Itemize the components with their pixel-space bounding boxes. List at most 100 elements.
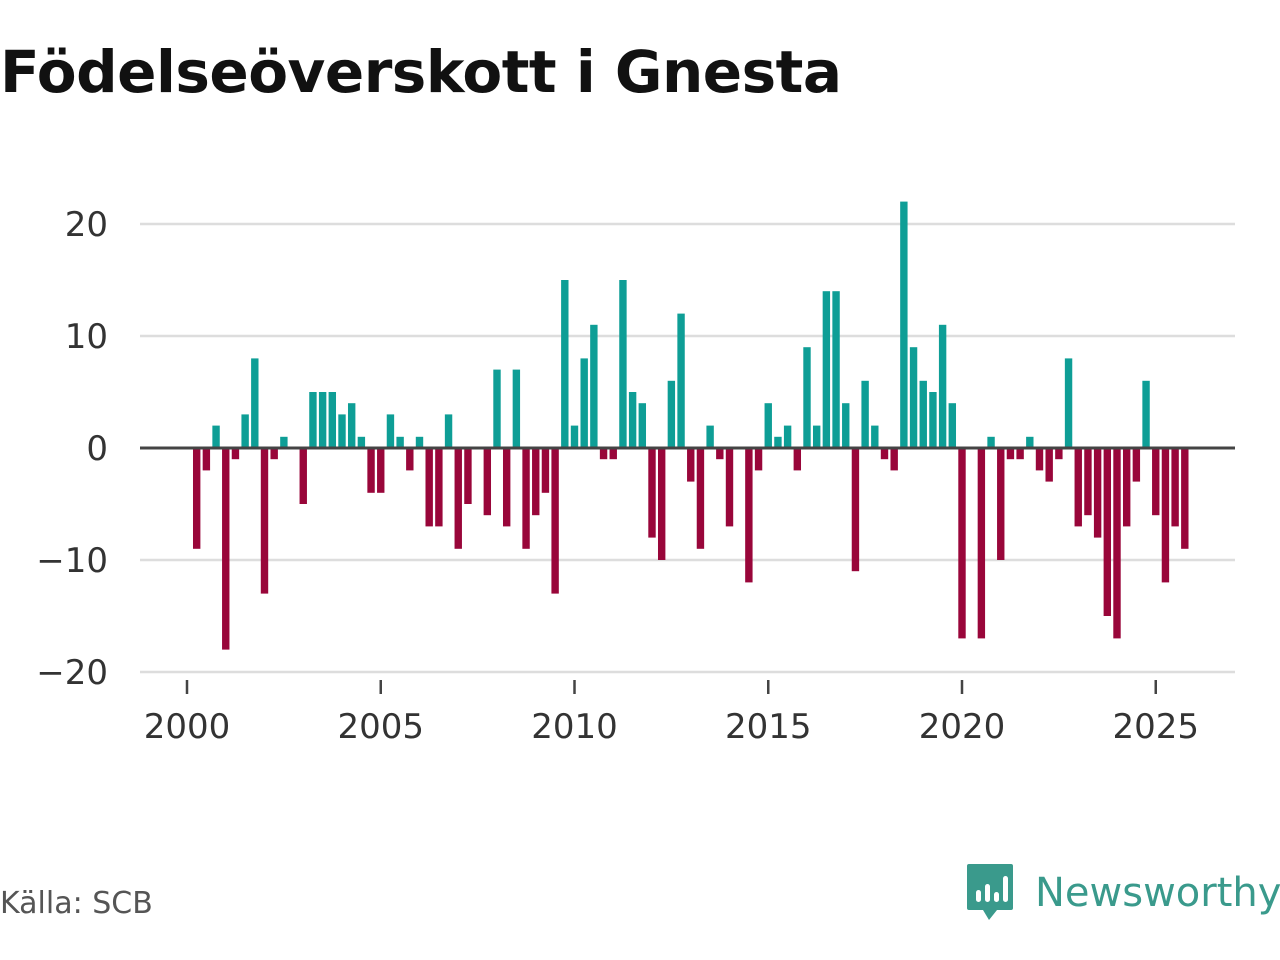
bar-negative: [1181, 448, 1189, 549]
bar-positive: [1026, 436, 1034, 448]
bars: [192, 201, 1189, 650]
bar-positive: [328, 392, 337, 448]
bar-negative: [532, 448, 540, 516]
bar-negative: [1171, 448, 1179, 527]
grid-lines: [140, 222, 1235, 674]
bar-negative: [716, 448, 724, 460]
bar-positive: [909, 347, 918, 448]
bar-negative: [1132, 448, 1141, 482]
bar-negative: [1152, 448, 1160, 516]
x-tick-label: 2000: [144, 707, 231, 747]
bar-negative: [299, 448, 307, 504]
bar-positive: [871, 425, 879, 448]
bar-positive: [357, 436, 366, 448]
bar-positive: [386, 414, 395, 448]
bar-negative: [687, 448, 695, 482]
bar-negative: [997, 448, 1005, 560]
bar-positive: [580, 358, 588, 448]
bar-positive: [938, 324, 947, 448]
bar-negative: [541, 448, 550, 493]
bar-positive: [309, 392, 317, 448]
bar-positive: [948, 403, 957, 448]
bar-negative: [1045, 448, 1053, 482]
bar-negative: [609, 448, 617, 460]
bar-negative: [1084, 448, 1092, 516]
bar-positive: [212, 425, 220, 448]
bar-negative: [1035, 448, 1044, 471]
bar-positive: [812, 425, 821, 448]
bar-negative: [406, 448, 414, 471]
bar-negative: [435, 448, 443, 527]
bar-negative: [745, 448, 753, 583]
x-tick-label: 2025: [1112, 707, 1199, 747]
x-tick-label: 2015: [725, 707, 812, 747]
bar-positive: [619, 280, 627, 448]
bar-positive: [842, 403, 850, 448]
bar-negative: [367, 448, 375, 493]
bar-negative: [522, 448, 530, 549]
bar-positive: [512, 369, 521, 448]
bar-negative: [222, 448, 230, 650]
bar-negative: [725, 448, 734, 527]
y-tick-label: 10: [65, 317, 108, 357]
bar-positive: [347, 403, 356, 448]
bar-positive: [803, 347, 811, 448]
bar-negative: [1093, 448, 1102, 538]
x-tick-label: 2020: [919, 707, 1006, 747]
bar-positive: [444, 414, 453, 448]
bar-positive: [638, 403, 647, 448]
bar-negative: [1016, 448, 1024, 460]
bar-positive: [987, 436, 995, 448]
bar-positive: [832, 291, 840, 448]
bar-positive: [280, 436, 288, 448]
x-tick-label: 2005: [337, 707, 424, 747]
bar-negative: [1161, 448, 1170, 583]
bar-negative: [377, 448, 385, 493]
x-tick-label: 2010: [531, 707, 618, 747]
bar-negative: [1006, 448, 1015, 460]
bar-negative: [890, 448, 898, 471]
bar-negative: [1074, 448, 1082, 527]
bar-positive: [783, 425, 792, 448]
bar-positive: [396, 436, 404, 448]
bar-negative: [648, 448, 656, 538]
bar-negative: [793, 448, 802, 471]
bar-negative: [425, 448, 433, 527]
bar-positive: [1064, 358, 1073, 448]
brand-logo[interactable]: Newsworthy: [965, 862, 1280, 924]
bar-positive: [415, 436, 424, 448]
bar-positive: [590, 324, 598, 448]
bar-negative: [551, 448, 559, 594]
bar-positive: [677, 313, 685, 448]
y-axis: −20 −10 0 10 20: [36, 205, 108, 693]
x-axis: 2000 2005 2010 2015 2020 2025: [144, 680, 1199, 747]
bar-negative: [454, 448, 462, 549]
bar-negative: [502, 448, 511, 527]
bar-positive: [706, 425, 714, 448]
bar-positive: [561, 280, 569, 448]
bar-negative: [657, 448, 666, 560]
bar-positive: [493, 369, 501, 448]
bar-negative: [1122, 448, 1131, 527]
chart-title: Födelseöverskott i Gnesta: [0, 38, 842, 106]
bar-negative: [599, 448, 608, 460]
bar-negative: [977, 448, 986, 639]
y-tick-label: 20: [65, 205, 108, 245]
y-tick-label: −10: [36, 541, 108, 581]
bar-positive: [861, 380, 869, 448]
bar-positive: [764, 403, 772, 448]
bar-positive: [570, 425, 579, 448]
bar-positive: [774, 436, 782, 448]
bar-negative: [202, 448, 211, 471]
bar-negative: [851, 448, 860, 572]
bar-negative: [1113, 448, 1121, 639]
bar-negative: [270, 448, 278, 460]
bar-positive: [1142, 380, 1150, 448]
bar-positive: [822, 291, 831, 448]
bar-negative: [696, 448, 705, 549]
bar-positive: [628, 392, 637, 448]
y-tick-label: −20: [36, 653, 108, 693]
bar-negative: [260, 448, 269, 594]
bar-positive: [338, 414, 346, 448]
